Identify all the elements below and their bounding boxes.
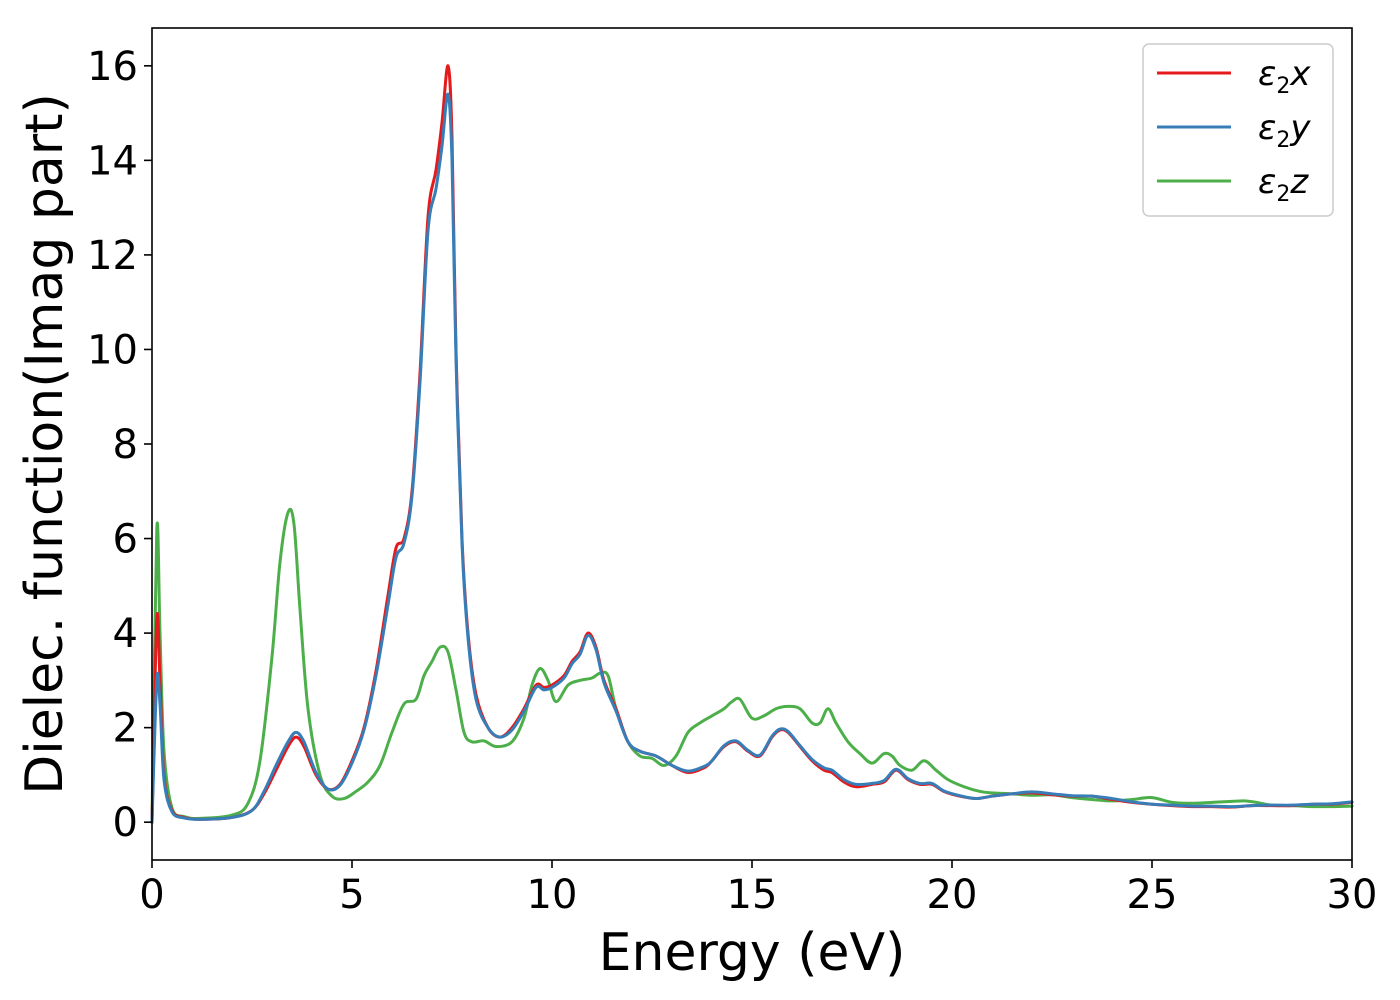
x-axis-ticks: 0 5 10 15 20 25 30 — [139, 860, 1377, 918]
x-tick-label: 5 — [339, 872, 364, 918]
y-axis-title: Dielec. function(Imag part) — [15, 93, 75, 795]
y-tick-label: 12 — [87, 233, 138, 279]
x-tick-label: 30 — [1327, 872, 1378, 918]
x-tick-label: 10 — [527, 872, 578, 918]
x-tick-label: 20 — [927, 872, 978, 918]
y-tick-label: 16 — [87, 44, 138, 90]
legend-label-x: ε2x — [1258, 54, 1311, 99]
x-axis-title: Energy (eV) — [599, 923, 906, 983]
y-tick-label: 6 — [113, 517, 138, 563]
legend-subscript: 2 — [1276, 182, 1290, 207]
x-tick-label: 25 — [1127, 872, 1178, 918]
series-line-z — [150, 507, 1354, 824]
legend-label-z: ε2z — [1258, 162, 1309, 207]
y-tick-label: 0 — [113, 800, 138, 846]
series-line-y — [150, 92, 1354, 824]
legend-symbol: ε — [1258, 162, 1276, 202]
y-tick-label: 2 — [113, 706, 138, 752]
x-tick-label: 15 — [727, 872, 778, 918]
y-tick-label: 10 — [87, 327, 138, 373]
legend-label-y: ε2y — [1258, 108, 1311, 153]
y-axis-ticks: 0 2 4 6 8 10 12 14 16 — [87, 44, 152, 846]
legend-frame — [1142, 43, 1334, 217]
legend-variable: y — [1289, 108, 1311, 148]
legend-variable: z — [1289, 162, 1309, 202]
y-tick-label: 14 — [87, 138, 138, 184]
legend-symbol: ε — [1258, 54, 1276, 94]
y-tick-label: 8 — [113, 422, 138, 468]
legend-subscript: 2 — [1276, 128, 1290, 153]
legend-variable: x — [1289, 54, 1311, 94]
legend-symbol: ε — [1258, 108, 1276, 148]
series-layer — [150, 64, 1354, 824]
x-tick-label: 0 — [139, 872, 164, 918]
legend-subscript: 2 — [1276, 74, 1290, 99]
y-tick-label: 4 — [113, 611, 138, 657]
